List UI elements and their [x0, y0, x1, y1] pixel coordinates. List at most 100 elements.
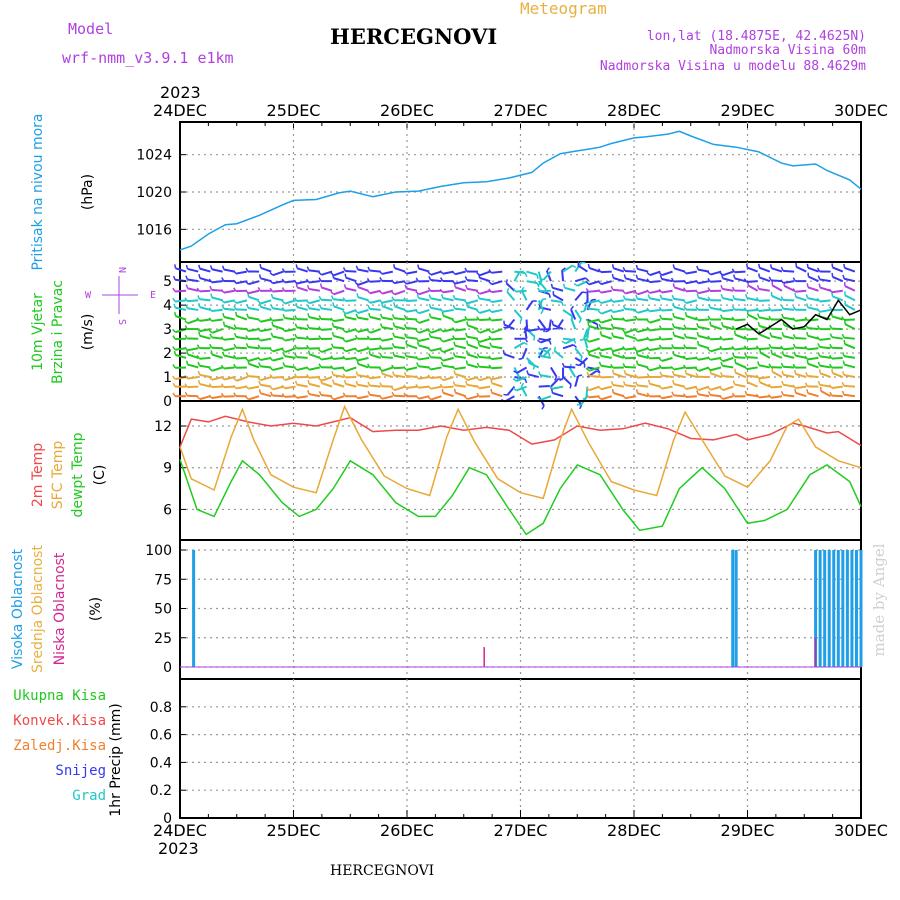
wind-barb: [783, 383, 795, 388]
wind-barb: [381, 347, 393, 350]
wind-barb: [394, 385, 406, 392]
wind-barb: [637, 376, 649, 379]
wind-barb-flag: [269, 386, 274, 390]
wind-barb: [296, 306, 308, 311]
wind-barb-flag: [208, 329, 213, 334]
wind-barb: [637, 308, 649, 314]
wind-barb: [807, 347, 819, 351]
wind-barb-flag: [646, 392, 650, 397]
wind-barb-flag: [720, 294, 724, 299]
wind-barb-flag: [305, 278, 310, 283]
wind-barb: [759, 381, 771, 388]
wind-barb-flag: [439, 338, 444, 343]
wind-barb: [466, 383, 479, 388]
wind-barb-flag: [513, 370, 518, 374]
wind-barb-flag: [755, 393, 760, 398]
wind-barb-flag: [257, 362, 261, 367]
wind-barb: [381, 326, 393, 331]
wind-barb-flag: [332, 302, 335, 307]
wind-barb: [746, 266, 758, 273]
wind-barb-flag: [733, 330, 736, 335]
wind-barb: [393, 335, 406, 340]
wind-barb: [697, 318, 710, 322]
wind-barb-flag: [344, 273, 347, 278]
wind-barb-flag: [379, 323, 383, 328]
wind-barb: [235, 346, 247, 350]
legend-ukupna-kisa: Ukupna Kisa: [13, 688, 106, 704]
wind-barb-flag: [598, 323, 602, 329]
wind-barb-flag: [307, 390, 310, 395]
wind-barb-flag: [719, 345, 723, 350]
temperature-unit: (C): [92, 465, 108, 486]
wind-barb-flag: [817, 275, 821, 280]
wind-barb-flag: [404, 284, 408, 289]
wind-barb-flag: [257, 376, 262, 381]
wind-barb: [308, 269, 320, 273]
wind-barb: [578, 357, 589, 367]
wind-barb-flag: [172, 364, 176, 369]
wind-barb-flag: [829, 343, 833, 349]
wind-barb-flag: [378, 299, 383, 304]
wind-barb: [525, 300, 534, 311]
wind-barb: [406, 270, 418, 275]
wind-barb-flag: [755, 307, 760, 312]
wind-barb-flag: [330, 295, 334, 300]
wind-barb: [199, 277, 211, 283]
wind-barb: [722, 308, 734, 313]
wind-barb-flag: [580, 310, 585, 313]
wind-barb: [479, 270, 491, 277]
wind-barb: [783, 373, 795, 379]
wind-barb: [843, 393, 856, 398]
wind-barb-flag: [439, 348, 444, 353]
wind-barb-flag: [257, 344, 261, 349]
wind-barb: [442, 337, 454, 343]
wind-barb: [369, 384, 381, 388]
wind-barb: [442, 391, 454, 398]
wind-barb-flag: [816, 308, 821, 313]
wind-barb: [394, 305, 406, 311]
wind-barb: [624, 298, 637, 302]
wind-barb-flag: [597, 280, 602, 285]
wind-barb: [540, 395, 552, 401]
wind-barb-flag: [415, 291, 420, 295]
wind-barb-flag: [220, 336, 225, 341]
wind-barb: [746, 280, 758, 284]
wind-barb-flag: [427, 329, 432, 334]
wind-barb: [235, 299, 248, 305]
wind-barb: [430, 316, 442, 321]
wind-barb-flag: [463, 395, 468, 400]
wind-barb-flag: [306, 344, 310, 349]
wind-barb: [807, 392, 819, 398]
wind-barb-flag: [367, 304, 371, 310]
wind-barb: [673, 326, 685, 331]
wind-barb-flag: [550, 283, 554, 288]
wind-barb-flag: [427, 287, 432, 292]
wind-barb-flag: [828, 354, 833, 359]
wind-barb-flag: [658, 335, 663, 340]
wind-barb-flag: [512, 387, 517, 392]
wind-barb-flag: [548, 340, 552, 345]
wind-barb: [588, 337, 600, 343]
wind-barb: [698, 280, 710, 285]
wind-barb: [357, 347, 369, 353]
wind-barb-flag: [464, 267, 468, 272]
wind-barb-flag: [464, 276, 468, 281]
wind-barb-flag: [561, 362, 565, 368]
wind-barb-flag: [210, 350, 213, 355]
wind-barb: [418, 337, 430, 342]
wind-barb: [746, 374, 758, 379]
wind-barb-flag: [744, 353, 748, 358]
wind-barb: [661, 366, 673, 370]
wind-barb-flag: [427, 396, 432, 401]
wind-barb-flag: [269, 374, 274, 379]
wind-barb-flag: [246, 313, 249, 318]
wind-barb: [795, 346, 807, 350]
wind-barb-flag: [731, 305, 736, 310]
wind-barb-flag: [222, 351, 225, 356]
wind-barb-flag: [562, 283, 566, 288]
y-tick-label: 0: [163, 394, 172, 410]
wind-barb: [548, 319, 552, 331]
wind-barb: [819, 286, 831, 292]
wind-barb-flag: [318, 363, 322, 368]
wind-barb-flag: [453, 283, 457, 288]
